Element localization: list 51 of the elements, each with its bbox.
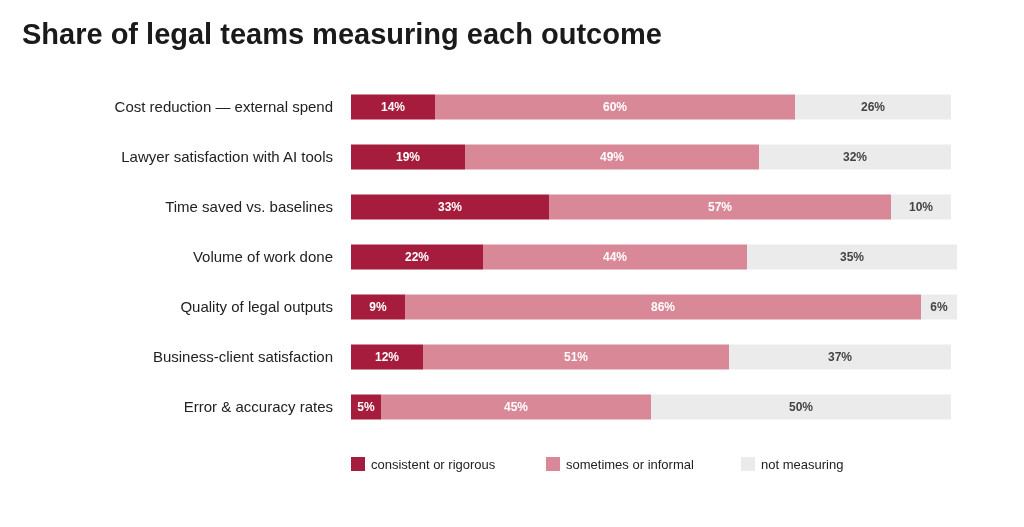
y-tick-label: Time saved vs. baselines	[165, 198, 333, 216]
bar	[759, 144, 951, 170]
data-label: 57%	[707, 200, 733, 215]
data-label: 10%	[908, 200, 934, 215]
data-label: 35%	[839, 250, 865, 265]
data-label: 26%	[860, 100, 886, 115]
bar	[435, 94, 795, 120]
bar	[423, 344, 729, 370]
y-tick-label: Cost reduction — external spend	[114, 98, 333, 116]
chart-title: Share of legal teams measuring each outcome	[22, 18, 662, 50]
data-label: 44%	[602, 250, 628, 265]
data-label: 45%	[503, 400, 529, 415]
data-label: 86%	[650, 300, 676, 315]
bar	[651, 394, 951, 420]
bar	[465, 144, 759, 170]
data-label: 12%	[374, 350, 400, 365]
y-tick-label: Business-client satisfaction	[152, 348, 333, 366]
bar	[351, 94, 435, 120]
data-label: 60%	[602, 100, 628, 115]
data-label: 33%	[437, 200, 463, 215]
bar	[747, 244, 957, 270]
data-label: 51%	[563, 350, 589, 365]
bar	[483, 244, 747, 270]
data-label: 14%	[380, 100, 406, 115]
bar	[405, 294, 921, 320]
data-label: 5%	[357, 400, 375, 415]
bar	[351, 144, 465, 170]
data-label: 49%	[599, 150, 625, 165]
bar	[351, 294, 405, 320]
data-label: 19%	[395, 150, 421, 165]
y-tick-label: Lawyer satisfaction with AI tools	[121, 148, 333, 166]
data-label: 22%	[404, 250, 430, 265]
legend-label: sometimes or informal	[566, 456, 694, 472]
y-tick-label: Volume of work done	[192, 248, 333, 266]
data-label: 32%	[842, 150, 868, 165]
y-tick-label: Quality of legal outputs	[180, 298, 333, 316]
bar	[549, 194, 891, 220]
data-label: 6%	[930, 300, 948, 315]
bar	[351, 344, 423, 370]
data-label: 9%	[369, 300, 387, 315]
bar	[891, 194, 951, 220]
bar	[729, 344, 951, 370]
y-tick-label: Error & accuracy rates	[183, 398, 333, 416]
data-label: 50%	[788, 400, 814, 415]
data-label: 37%	[827, 350, 853, 365]
bar	[381, 394, 651, 420]
legend-label: consistent or rigorous	[371, 456, 496, 472]
bar	[351, 244, 483, 270]
bar	[795, 94, 951, 120]
legend-label: not measuring	[761, 456, 844, 472]
bar	[351, 194, 549, 220]
